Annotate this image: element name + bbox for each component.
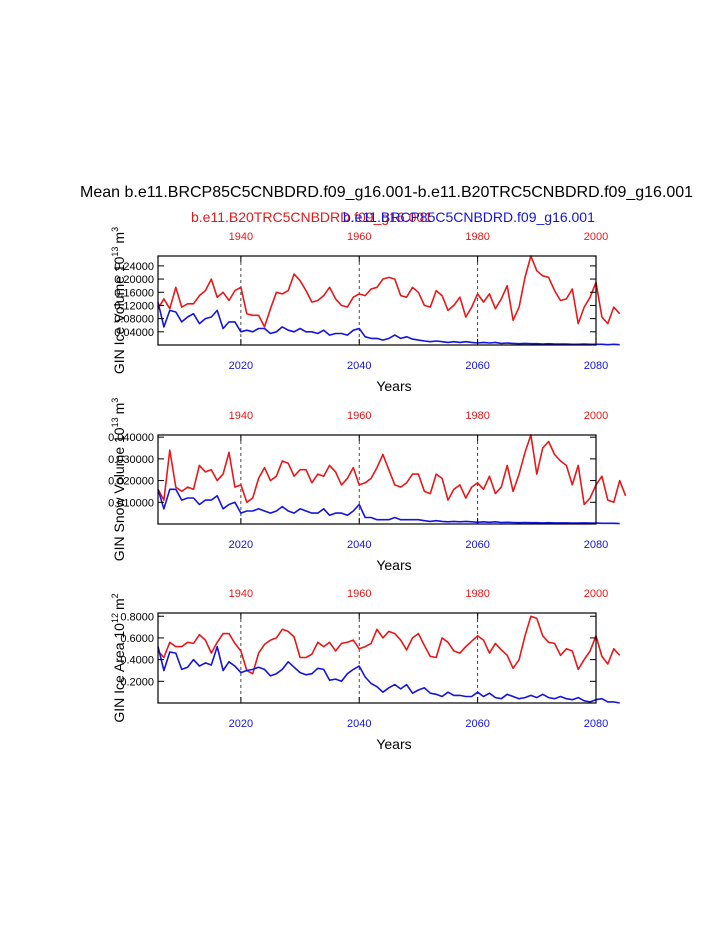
x-tick-label-bottom: 2040 [347, 718, 371, 730]
x-axis-title: Years [376, 736, 411, 752]
y-axis-title-base: GIN Snow Volume 10 [111, 427, 127, 561]
y-axis-title-base: GIN Ice Area 10 [111, 623, 127, 723]
panel-ice-volume: 0.040000.080000.120000.160000.200000.240… [110, 227, 620, 394]
y-axis-title-unit: m [111, 403, 127, 415]
series-red-line [158, 435, 626, 505]
series-red-line [158, 256, 620, 327]
x-tick-label-bottom: 2060 [465, 360, 489, 372]
x-tick-label-top: 2000 [584, 231, 608, 243]
y-axis-title-unit-exp: 3 [110, 227, 120, 232]
x-tick-label-bottom: 2020 [229, 360, 253, 372]
x-tick-label-top: 1940 [229, 588, 253, 600]
x-axis-title: Years [376, 378, 411, 394]
y-tick-label: 0.8000 [120, 611, 154, 623]
plot-frame [158, 435, 596, 524]
x-tick-label-top: 1980 [465, 588, 489, 600]
x-tick-label-top: 1960 [347, 231, 371, 243]
series-blue-line [158, 302, 620, 345]
plot-frame [158, 256, 596, 345]
y-axis-title-unit-exp: 2 [110, 593, 120, 598]
y-axis-title-exp: 13 [110, 247, 120, 257]
x-tick-label-bottom: 2020 [229, 718, 253, 730]
x-tick-label-top: 1980 [465, 410, 489, 422]
x-tick-label-top: 1940 [229, 231, 253, 243]
series-blue-line [158, 647, 620, 703]
x-tick-label-top: 1980 [465, 231, 489, 243]
x-tick-label-bottom: 2040 [347, 539, 371, 551]
y-axis-title: GIN Ice Volume 1013 m3 [110, 227, 127, 374]
x-tick-label-bottom: 2040 [347, 360, 371, 372]
y-axis-title-exp: 12 [110, 613, 120, 623]
x-tick-label-bottom: 2080 [584, 360, 608, 372]
y-axis-title-exp: 13 [110, 417, 120, 427]
x-axis-title: Years [376, 557, 411, 573]
x-tick-label-top: 1940 [229, 410, 253, 422]
subtitle-blue: b.e11.BRCP85C5CNBDRD.f09_g16.001 [343, 209, 595, 225]
y-axis-title-base: GIN Ice Volume 10 [111, 256, 127, 374]
x-tick-label-top: 2000 [584, 588, 608, 600]
y-axis-title-unit: m [111, 232, 127, 244]
y-axis-title-unit: m [111, 598, 127, 610]
y-axis-title: GIN Snow Volume 1013 m3 [110, 398, 127, 562]
x-tick-label-bottom: 2060 [465, 718, 489, 730]
x-tick-label-top: 2000 [584, 410, 608, 422]
x-tick-label-bottom: 2080 [584, 718, 608, 730]
x-tick-label-top: 1960 [347, 410, 371, 422]
plot-frame [158, 613, 596, 703]
figure: Mean b.e11.BRCP85C5CNBDRD.f09_g16.001-b.… [0, 0, 723, 935]
x-tick-label-bottom: 2060 [465, 539, 489, 551]
main-title: Mean b.e11.BRCP85C5CNBDRD.f09_g16.001-b.… [80, 184, 693, 201]
x-tick-label-bottom: 2080 [584, 539, 608, 551]
series-blue-line [158, 489, 620, 523]
x-tick-label-bottom: 2020 [229, 539, 253, 551]
y-axis-title-unit-exp: 3 [110, 398, 120, 403]
x-tick-label-top: 1960 [347, 588, 371, 600]
